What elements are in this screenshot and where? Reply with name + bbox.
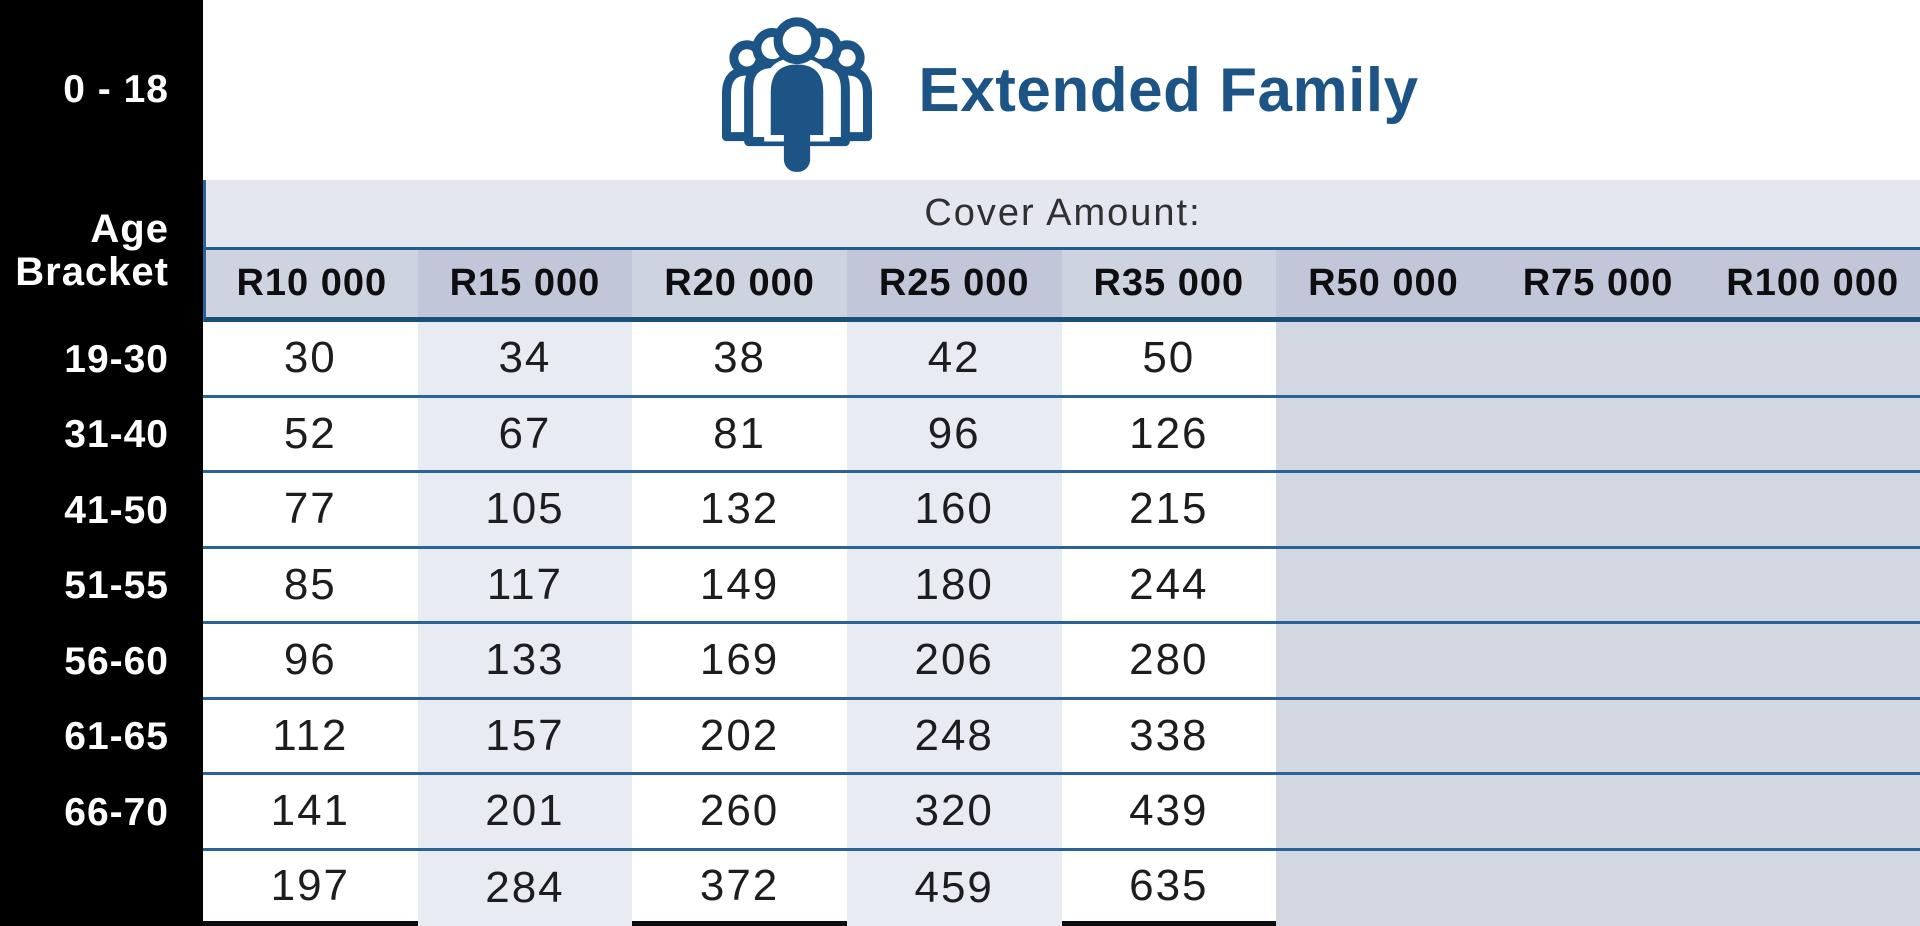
premium-cell: 206	[846, 624, 1062, 700]
premium-cell: 180	[846, 548, 1062, 624]
age-bracket-label: 19-30	[64, 337, 169, 381]
premium-cell: 338	[1061, 699, 1277, 775]
empty-premium-cell	[1490, 322, 1706, 398]
empty-premium-cell	[1705, 322, 1920, 398]
premium-cell: 169	[632, 624, 847, 700]
cover-amount-table: Extended Family Cover Amount: R10 000 R15…	[203, 0, 1920, 926]
premium-cell: 141	[203, 775, 418, 851]
empty-premium-cell	[1705, 699, 1920, 775]
premium-cell: 105	[417, 473, 633, 549]
premium-cell: 197	[203, 850, 418, 926]
age-bracket-rail: Age Bracket 0 - 18 19-30 31-40 41-50 51-55 56…	[0, 0, 203, 926]
empty-premium-cell	[1276, 624, 1491, 700]
age-bracket-label: 31-40	[64, 413, 169, 457]
age-bracket-label: 0 - 18	[63, 68, 169, 111]
premium-cell: 52	[203, 397, 418, 473]
column-header-r25000: R25 000	[846, 250, 1062, 322]
premium-cell: 202	[632, 699, 847, 775]
column-header-r20000: R20 000	[632, 250, 847, 322]
page-title: Extended Family	[918, 55, 1419, 125]
premium-cell: 260	[632, 775, 847, 851]
age-bracket-label: 61-65	[64, 715, 169, 759]
age-bracket-header-line2: Bracket	[15, 250, 169, 294]
cover-amount-band: Cover Amount:	[203, 180, 1920, 250]
empty-premium-cell	[1276, 548, 1491, 624]
age-bracket-label: 41-50	[64, 488, 169, 532]
premium-cell: 77	[203, 473, 418, 549]
empty-premium-cell	[1276, 850, 1491, 926]
age-bracket-label: 66-70	[64, 790, 169, 834]
empty-premium-cell	[1705, 775, 1920, 851]
column-header-r35000: R35 000	[1061, 250, 1277, 322]
premium-cell: 160	[846, 473, 1062, 549]
column-header-r50000: R50 000	[1276, 250, 1491, 322]
empty-premium-cell	[1276, 397, 1491, 473]
premium-cell: 215	[1061, 473, 1277, 549]
age-bracket-label: 51-55	[64, 564, 169, 608]
empty-premium-cell	[1705, 850, 1920, 926]
premium-cell: 126	[1061, 397, 1277, 473]
column-header-r10000: R10 000	[203, 250, 418, 322]
premium-cell: 244	[1061, 548, 1277, 624]
premium-cell: 201	[417, 775, 633, 851]
premium-cell: 81	[632, 397, 847, 473]
empty-premium-cell	[1490, 699, 1706, 775]
premium-cell: 38	[632, 322, 847, 398]
premium-cell: 30	[203, 322, 418, 398]
empty-premium-cell	[1705, 548, 1920, 624]
premium-cell: 42	[846, 322, 1062, 398]
extended-family-group-icon	[722, 17, 873, 172]
age-bracket-label: 56-60	[64, 639, 169, 683]
premium-cell: 50	[1061, 322, 1277, 398]
empty-premium-cell	[1276, 473, 1491, 549]
premium-cell: 96	[203, 624, 418, 700]
premium-cell: 112	[203, 699, 418, 775]
empty-premium-cell	[1705, 397, 1920, 473]
empty-premium-cell	[1705, 624, 1920, 700]
empty-premium-cell	[1490, 473, 1706, 549]
column-header-r100000: R100 000	[1705, 250, 1920, 322]
premium-cell: 132	[632, 473, 847, 549]
column-header-r15000: R15 000	[417, 250, 633, 322]
age-bracket-header: Age Bracket	[0, 180, 203, 322]
premium-cell: 280	[1061, 624, 1277, 700]
empty-premium-cell	[1490, 624, 1706, 700]
premium-cell: 157	[417, 699, 633, 775]
empty-premium-cell	[1490, 775, 1706, 851]
empty-premium-cell	[1705, 473, 1920, 549]
premium-cell: 34	[417, 322, 633, 398]
premium-cell: 459	[846, 850, 1062, 926]
column-header-r75000: R75 000	[1490, 250, 1706, 322]
empty-premium-cell	[1490, 548, 1706, 624]
premium-cell: 284	[417, 850, 633, 926]
premium-cell: 439	[1061, 775, 1277, 851]
premium-cell: 149	[632, 548, 847, 624]
premium-cell: 635	[1061, 850, 1277, 926]
empty-premium-cell	[1276, 699, 1491, 775]
premium-cell: 117	[417, 548, 633, 624]
premium-cell: 96	[846, 397, 1062, 473]
cover-amount-label: Cover Amount:	[924, 192, 1202, 234]
empty-premium-cell	[1276, 322, 1491, 398]
empty-premium-cell	[1490, 850, 1706, 926]
premium-cell: 133	[417, 624, 633, 700]
age-bracket-header-line1: Age	[90, 206, 169, 251]
premium-cell: 248	[846, 699, 1062, 775]
premium-cell: 372	[632, 850, 847, 926]
premium-cell: 320	[846, 775, 1062, 851]
empty-premium-cell	[1276, 775, 1491, 851]
premium-cell: 67	[417, 397, 633, 473]
empty-premium-cell	[1490, 397, 1706, 473]
brand-header: Extended Family	[203, 0, 1920, 180]
premium-cell: 85	[203, 548, 418, 624]
